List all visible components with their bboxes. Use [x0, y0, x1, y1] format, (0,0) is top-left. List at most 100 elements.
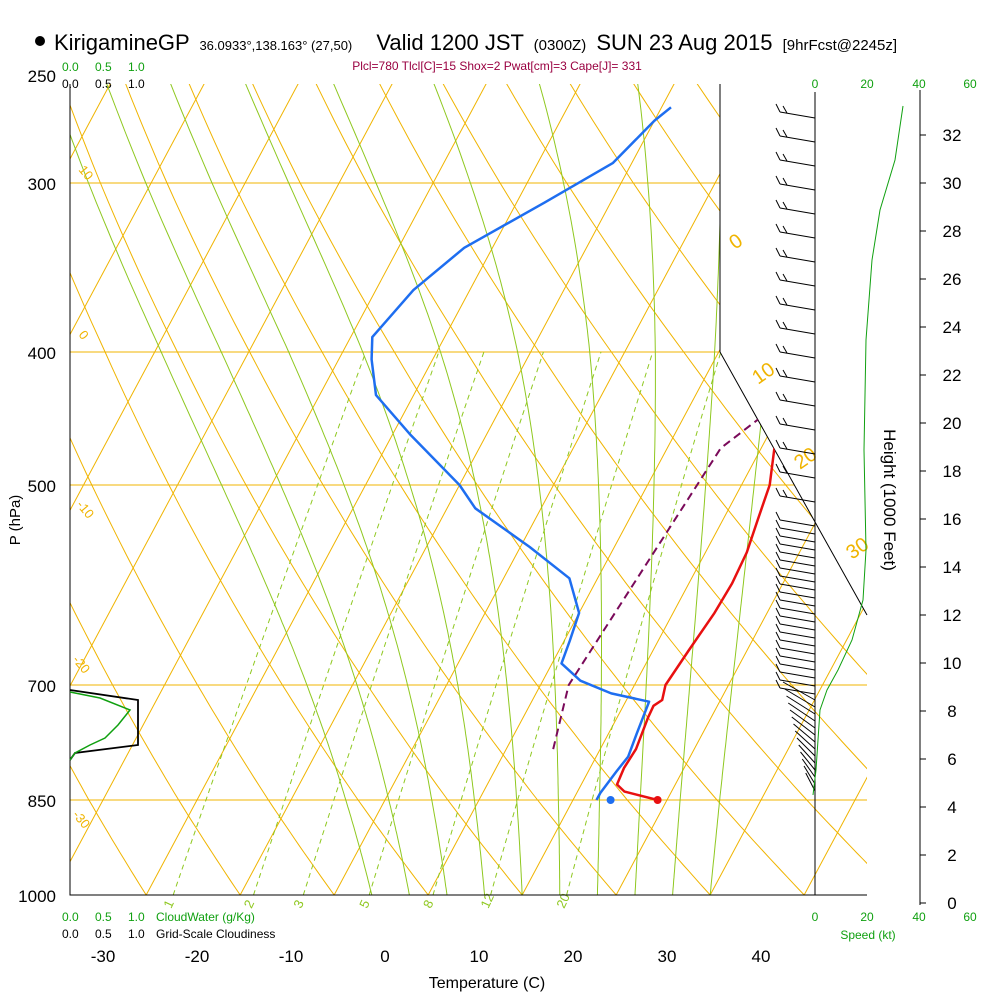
wind-barb — [779, 303, 816, 311]
wind-barb-flag — [775, 671, 781, 681]
surface-dewpoint-point — [606, 796, 615, 804]
wind-barb-flag — [782, 249, 788, 258]
dry-adiabat-label: -10 — [74, 497, 98, 521]
mixing-ratio-line — [253, 351, 440, 895]
isotherm — [521, 84, 867, 895]
isotherm — [70, 84, 93, 895]
wind-barb-flag — [782, 489, 788, 498]
wind-barb — [779, 543, 816, 551]
wind-barb — [779, 527, 816, 535]
isotherm — [333, 84, 845, 895]
dry-adiabat — [549, 84, 867, 895]
wind-barb-flag — [775, 295, 781, 305]
dry-adiabat — [371, 84, 867, 895]
wind-barb-flag — [782, 345, 788, 354]
moist-adiabat — [274, 84, 523, 895]
wind-barb-flag — [775, 487, 781, 497]
cloud-scale-tick: 0.5 — [95, 60, 112, 74]
profile-temperature — [615, 107, 782, 802]
speed-tick: 40 — [912, 77, 926, 91]
wind-barb-flag — [775, 623, 781, 633]
speed-tick: 0 — [812, 77, 819, 91]
cloud-scale-top: 0.0 0.5 1.0 0.0 0.5 1.0 — [62, 60, 145, 91]
pressure-tick-label: 250 — [28, 67, 56, 86]
wind-barb — [779, 575, 816, 583]
wind-barb — [801, 758, 816, 778]
isotherm-label: 20 — [790, 443, 821, 474]
height-tick-label: 0 — [947, 894, 956, 913]
wind-barb-flag — [775, 583, 781, 593]
pressure-tick-label: 850 — [28, 792, 56, 811]
wind-barb-flag — [775, 319, 781, 329]
wind-speed-profile — [812, 105, 904, 796]
speed-axis-bottom: 0 20 40 60 Speed (kt) — [812, 910, 977, 942]
height-tick-label: 4 — [947, 798, 956, 817]
cloud-scale-tick: 0.5 — [95, 910, 112, 924]
wind-barb — [779, 399, 816, 407]
cloud-scale-tick: 1.0 — [128, 910, 145, 924]
moist-adiabat — [189, 84, 486, 895]
wind-barb-flag — [782, 153, 788, 162]
wind-barb — [779, 647, 816, 655]
temperature-tick-label: -30 — [91, 947, 116, 966]
mixing-ratio-line — [566, 351, 722, 895]
wind-barb — [779, 183, 816, 191]
dry-adiabat-label: 0 — [76, 327, 92, 342]
wind-barb-flag — [775, 271, 781, 281]
wind-barb-flag — [775, 247, 781, 257]
dry-adiabat — [70, 84, 371, 895]
moist-adiabat — [70, 84, 373, 895]
wind-barb — [779, 551, 816, 559]
wind-barb — [779, 679, 816, 687]
isotherm — [239, 84, 751, 895]
pressure-tick-label: 300 — [28, 175, 56, 194]
cloud-water-label: CloudWater (g/Kg) — [156, 910, 255, 924]
dry-adiabat — [430, 84, 867, 895]
wind-barb-flag — [775, 639, 781, 649]
wind-barb — [796, 737, 816, 757]
moist-adiabat — [376, 84, 561, 895]
cloud-scale-tick: 0.0 — [62, 927, 79, 941]
moist-adiabat — [493, 84, 602, 895]
wind-barb-flag — [782, 105, 788, 114]
isotherm-label: 30 — [842, 533, 873, 564]
profile-parcel — [552, 107, 838, 750]
wind-barb — [787, 702, 816, 722]
wind-barb — [779, 447, 816, 455]
dry-adiabat — [134, 84, 752, 895]
wind-barb-flag — [775, 599, 781, 609]
station-bullet-icon — [35, 36, 45, 46]
wind-barb — [786, 695, 816, 715]
wind-barb — [779, 607, 816, 615]
wind-barb-flag — [775, 655, 781, 665]
cloud-scale-bottom: 0.0 0.5 1.0 CloudWater (g/Kg) 0.0 0.5 1.… — [62, 910, 275, 941]
mixing-ratio-label: 20 — [553, 891, 573, 910]
speed-tick: 40 — [912, 910, 926, 924]
wind-barb — [779, 423, 816, 431]
height-tick-label: 2 — [947, 846, 956, 865]
wind-barb-flag — [775, 367, 781, 377]
height-tick-label: 32 — [943, 126, 962, 145]
wind-barb-flag — [775, 615, 781, 625]
wind-barb — [779, 159, 816, 167]
mixing-ratio-line — [432, 351, 602, 895]
height-tick-label: 22 — [943, 366, 962, 385]
upper-boundary — [719, 84, 868, 616]
surface-temperature-point — [653, 796, 662, 804]
wind-barb-flag — [775, 535, 781, 545]
height-tick-label: 18 — [943, 462, 962, 481]
wind-barb-flag — [775, 559, 781, 569]
mixing-ratio-line — [368, 351, 544, 895]
wind-barb-flag — [775, 527, 781, 537]
wind-barb-flag — [782, 177, 788, 186]
plot-boundary — [69, 84, 867, 896]
wind-barb-flag — [775, 343, 781, 353]
height-tick-label: 8 — [947, 702, 956, 721]
wind-barb — [779, 327, 816, 335]
speed-tick: 60 — [963, 910, 977, 924]
wind-barb — [779, 655, 816, 663]
cloud-scale-tick: 1.0 — [128, 60, 145, 74]
dry-adiabat — [70, 84, 85, 895]
wind-barb-flag — [782, 321, 788, 330]
